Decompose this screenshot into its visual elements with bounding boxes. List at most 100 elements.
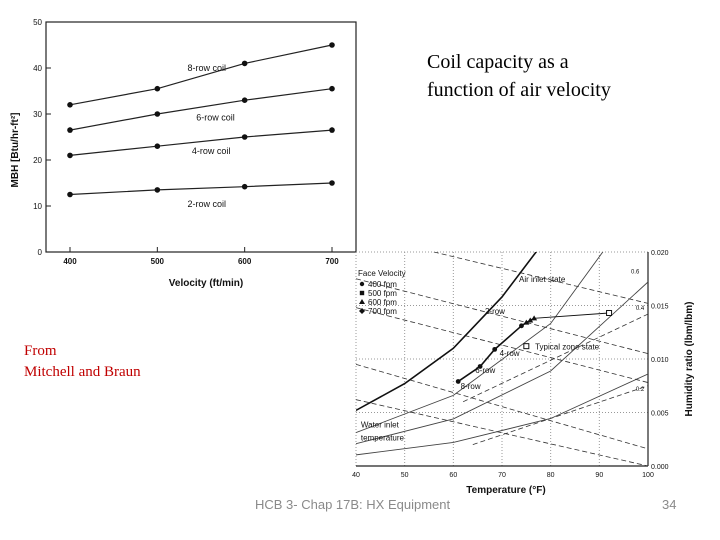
series-label: 8-row coil — [188, 63, 227, 73]
guide-line — [356, 278, 648, 355]
data-point — [241, 183, 248, 190]
legend-marker — [359, 290, 365, 296]
y-tick-label: 0.015 — [651, 304, 669, 311]
series-line — [69, 88, 333, 131]
guide-line — [462, 313, 648, 403]
row-label: 4-row — [500, 349, 520, 358]
series-label: 6-row coil — [196, 112, 235, 122]
data-point — [523, 319, 530, 325]
y-tick-label: 0 — [38, 248, 43, 257]
series-line — [69, 129, 333, 156]
credit-line-2: Mitchell and Braun — [24, 364, 141, 380]
annotation: temperature — [361, 433, 405, 442]
y-tick-label: 0.005 — [651, 411, 669, 418]
air-inlet-line — [534, 312, 610, 319]
temperature-axis-label: Temperature (°F) — [466, 485, 545, 496]
humidity-axis-label: Humidity ratio (lbm/lbm) — [684, 302, 695, 417]
series-line — [69, 182, 333, 196]
data-point — [527, 317, 534, 323]
x-tick-label: 100 — [642, 472, 654, 479]
data-point — [67, 102, 73, 108]
capacity-chart: 0 10 20 30 40 50 400 500 600 700 8-row coil 6-row … — [10, 18, 357, 289]
legend-label: 500 fpm — [368, 289, 397, 298]
row-label: 6-row — [475, 366, 495, 375]
rh-curve — [356, 281, 648, 445]
data-point — [455, 379, 461, 384]
series-label: 4-row coil — [192, 146, 231, 156]
data-point — [154, 111, 161, 117]
rh-label: 0.6 — [631, 269, 640, 275]
y-tick-label: 50 — [33, 18, 42, 27]
data-point — [531, 315, 538, 321]
annotation: Water inlet — [361, 420, 400, 429]
caption-line-1: Coil capacity as a — [427, 51, 569, 73]
guide-line — [472, 385, 648, 445]
rh-label: 0.4 — [636, 306, 645, 312]
y-tick-label: 0.010 — [651, 357, 669, 364]
legend-marker — [359, 299, 365, 304]
y-tick-label: 30 — [33, 110, 42, 119]
x-tick-label: 70 — [498, 472, 506, 479]
source-credit: From Mitchell and Braun — [24, 341, 141, 383]
annotation: Typical zone state — [535, 342, 600, 351]
row-label: 8-row — [461, 382, 481, 391]
guide-line — [356, 363, 648, 450]
slide-caption: Coil capacity as a function of air veloc… — [427, 48, 687, 104]
y-tick-label: 0.000 — [651, 464, 669, 471]
data-point — [154, 187, 161, 193]
legend-label: 600 fpm — [368, 298, 397, 307]
guide-line — [433, 252, 648, 304]
series-label: 2-row coil — [188, 199, 227, 209]
x-tick-label: 50 — [401, 472, 409, 479]
y-tick-label: 0.020 — [651, 250, 669, 257]
data-point — [241, 97, 248, 103]
data-point — [329, 42, 335, 48]
rh-curve — [356, 252, 604, 434]
data-point — [67, 152, 73, 159]
y-tick-label: 40 — [33, 64, 42, 73]
x-tick-label: 600 — [238, 257, 252, 266]
legend-marker — [359, 281, 365, 287]
x-axis-label: Velocity (ft/min) — [169, 278, 243, 289]
x-tick-label: 60 — [449, 472, 457, 479]
guide-line — [356, 399, 648, 466]
caption-line-2: function of air velocity — [427, 79, 611, 101]
legend-label: 400 fpm — [368, 280, 397, 289]
series-line — [69, 44, 333, 106]
legend-label: 700 fpm — [368, 307, 397, 316]
y-tick-label: 20 — [33, 156, 42, 165]
zone-state-marker — [523, 343, 530, 350]
data-point — [154, 143, 161, 149]
data-point — [329, 85, 335, 92]
guide-line — [356, 307, 648, 383]
page-number: 34 — [662, 497, 677, 512]
data-point — [519, 323, 524, 329]
saturation-curve — [356, 252, 537, 412]
slide-footer: HCB 3- Chap 17B: HX Equipment — [255, 497, 451, 512]
air-inlet-marker — [606, 309, 613, 316]
x-tick-label: 80 — [547, 472, 555, 479]
data-point — [241, 60, 248, 67]
annotation: Air inlet state — [519, 275, 566, 284]
data-point — [241, 134, 248, 140]
x-tick-label: 40 — [352, 472, 360, 479]
x-tick-label: 400 — [63, 257, 77, 266]
data-point — [329, 180, 335, 186]
legend-marker — [359, 308, 365, 314]
data-point — [67, 127, 73, 133]
data-point — [329, 127, 335, 133]
data-point — [154, 85, 161, 92]
data-point — [492, 346, 498, 352]
legend-title: Face Velocity — [358, 269, 406, 278]
data-point — [67, 191, 73, 198]
row-label: 2-row — [485, 307, 505, 316]
credit-line-1: From — [24, 343, 57, 359]
x-tick-label: 90 — [595, 472, 603, 479]
plot-frame — [45, 21, 357, 253]
rh-curve — [356, 373, 648, 456]
rh-label: 0.2 — [636, 387, 645, 393]
x-tick-label: 700 — [325, 257, 339, 266]
y-tick-label: 10 — [33, 202, 42, 211]
y-axis-label: MBH [Btu/hr-ft²] — [10, 113, 21, 188]
